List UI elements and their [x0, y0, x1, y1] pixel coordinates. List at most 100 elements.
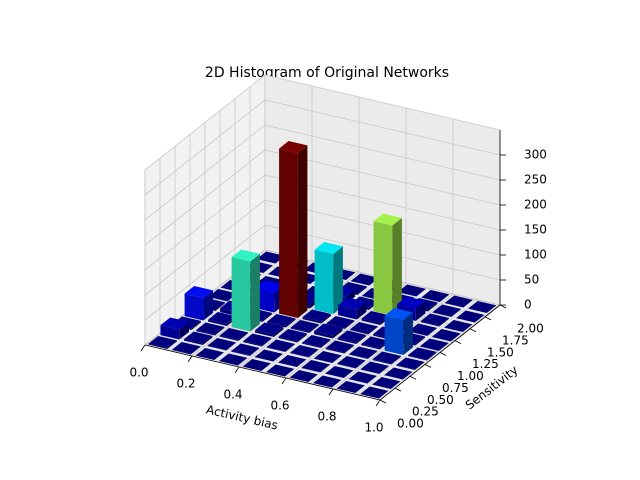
bar-front-face — [314, 331, 333, 339]
bar-top-face — [326, 316, 355, 328]
grid-line — [144, 124, 266, 221]
bar-side-face — [297, 145, 308, 318]
y-tick-label: 1.00 — [457, 369, 484, 383]
x-tick — [281, 377, 287, 385]
bar-front-face — [196, 330, 215, 336]
bar-side-face — [450, 333, 461, 342]
bar-top-face — [420, 313, 449, 326]
bar-front-face — [279, 148, 298, 318]
bar-side-face — [415, 300, 426, 321]
bar-side-face — [379, 365, 389, 374]
bar-top-face — [373, 213, 402, 226]
chart-title: 2D Histogram of Original Networks — [205, 65, 449, 81]
bar-top-face — [148, 336, 177, 348]
bar-front-face — [384, 315, 404, 355]
bar-side-face — [415, 336, 425, 346]
bar-top-face — [279, 141, 308, 153]
bar-front-face — [301, 367, 321, 373]
x-tick-label: 0.0 — [129, 366, 148, 380]
bar-front-face — [337, 338, 357, 344]
bar-side-face — [357, 286, 367, 295]
bar-front-face — [302, 317, 322, 324]
grid-line — [144, 99, 266, 196]
bar-front-face — [266, 347, 286, 352]
bar-front-face — [373, 221, 393, 316]
bar-front-face — [231, 351, 250, 356]
y-tick-label: 0.50 — [427, 393, 454, 407]
bar-top-face — [231, 249, 260, 262]
bar-front-face — [208, 319, 227, 326]
bar-top-face — [444, 320, 473, 332]
bar-side-face — [285, 318, 296, 328]
bar-top-face — [243, 333, 272, 346]
bar-top-face — [266, 339, 295, 352]
y-tick-label: 0.75 — [442, 381, 469, 395]
bar-side-face — [167, 340, 177, 349]
x-tick — [328, 388, 334, 396]
x-tick — [187, 355, 193, 363]
bar-front-face — [302, 342, 321, 348]
bar-side-face — [392, 217, 402, 316]
x-axis — [144, 344, 381, 401]
bar-front-face — [408, 331, 428, 336]
y-tick — [469, 328, 477, 333]
bar-top-face — [160, 317, 189, 330]
bar-side-face — [191, 320, 201, 330]
y-tick-label: 0.25 — [412, 405, 439, 419]
bar-top-face — [338, 297, 367, 310]
z-tick-label: 250 — [524, 173, 547, 187]
bar-side-face — [249, 347, 260, 356]
bar-side-face — [333, 246, 343, 314]
grid-line — [144, 224, 266, 321]
bar-top-face — [372, 377, 401, 389]
bar-side-face — [308, 349, 319, 358]
bar-side-face — [202, 335, 213, 345]
bar-side-face — [356, 334, 366, 344]
bar-top-face — [348, 371, 377, 384]
bar-side-face — [309, 324, 319, 333]
bar-top-face — [290, 320, 319, 332]
x-axis-label: Activity bias — [205, 402, 280, 432]
y-tick — [379, 399, 387, 404]
bar-front-face — [420, 321, 440, 327]
y-tick-label: 1.25 — [472, 357, 499, 371]
bar-top-face — [350, 273, 379, 286]
bar-top-face — [256, 251, 285, 264]
grid-line — [144, 199, 266, 296]
bar-front-face — [432, 336, 451, 342]
bar-side-face — [414, 361, 425, 370]
bar-side-face — [179, 321, 189, 340]
x-tick-label: 0.6 — [270, 399, 289, 413]
bar-top-face — [208, 312, 237, 324]
bar-top-face — [456, 310, 485, 323]
bar-front-face — [255, 288, 275, 313]
bar-front-face — [360, 369, 380, 374]
bar-top-face — [397, 284, 426, 297]
bar-top-face — [313, 375, 342, 388]
bar-side-face — [238, 332, 248, 341]
bar-side-face — [451, 308, 461, 317]
bar-front-face — [231, 257, 251, 332]
x-tick-label: 0.8 — [317, 410, 336, 424]
bar-top-face — [384, 367, 413, 380]
bar-side-face — [214, 326, 225, 336]
bar-side-face — [203, 290, 213, 321]
bar-top-face — [289, 370, 318, 382]
bar-top-face — [360, 386, 389, 399]
bar-front-face — [372, 359, 392, 365]
bar-top-face — [254, 349, 283, 362]
grid-line — [144, 174, 266, 271]
bar-side-face — [190, 346, 201, 355]
z-tick-label: 100 — [524, 248, 547, 262]
bar-top-face — [408, 323, 437, 336]
bar-top-face — [336, 381, 365, 393]
bar-side-face — [273, 326, 284, 337]
y-tick-label: 0.00 — [397, 417, 424, 431]
z-tick-label: 0 — [524, 298, 532, 312]
bar-front-face — [337, 363, 356, 369]
y-tick — [484, 316, 492, 321]
grid-line — [264, 124, 501, 181]
bar-side-face — [368, 326, 378, 335]
bar-top-face — [361, 336, 390, 349]
